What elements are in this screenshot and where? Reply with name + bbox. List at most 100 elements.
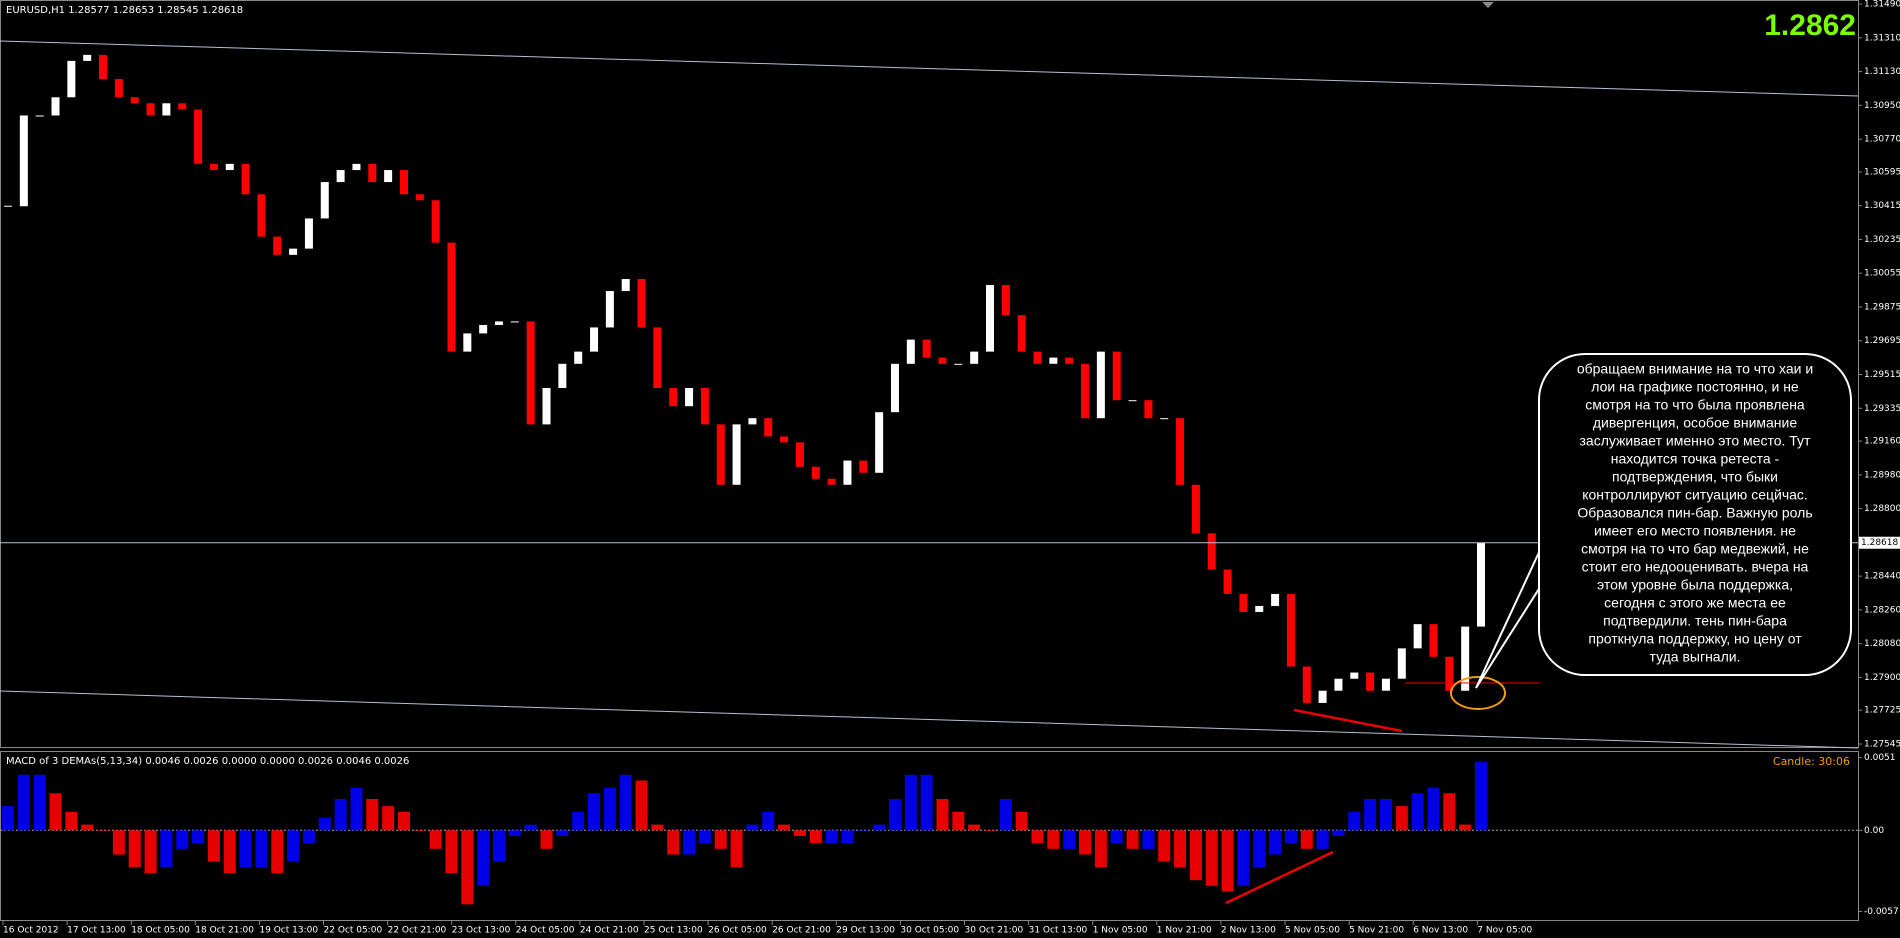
macd-bar — [366, 798, 379, 831]
macd-bar — [1205, 830, 1218, 886]
macd-bar — [128, 830, 141, 868]
macd-bar — [778, 824, 791, 831]
candle — [1255, 605, 1264, 612]
candle — [938, 357, 947, 364]
candle — [811, 466, 820, 479]
candle — [970, 351, 979, 364]
macd-bar — [746, 824, 759, 831]
candle — [1049, 357, 1058, 364]
candle — [67, 60, 76, 98]
macd-bar — [508, 830, 521, 836]
annotation-line: смотря на то что была проявлена — [1585, 397, 1805, 413]
candle — [146, 103, 155, 116]
candle — [1033, 351, 1042, 364]
candle — [1239, 593, 1248, 612]
candle — [1461, 626, 1470, 691]
candle — [415, 194, 424, 201]
y-tick-label: 1.29335 — [1864, 404, 1900, 414]
macd-bar — [635, 780, 648, 831]
x-tick-label: 30 Oct 21:00 — [965, 926, 1024, 936]
macd-bar — [1158, 830, 1171, 862]
macd-bar — [271, 830, 284, 874]
macd-bar — [1459, 824, 1472, 831]
candle — [954, 363, 963, 365]
y-tick-label: 1.28080 — [1864, 639, 1900, 649]
y-tick-label: 1.31490 — [1864, 0, 1900, 10]
macd-bar — [477, 830, 490, 886]
annotation-line: находится точка ретеста - — [1611, 451, 1780, 467]
macd-bar — [81, 824, 94, 831]
candle — [605, 291, 614, 328]
y-tick-label: 1.30235 — [1864, 235, 1900, 245]
macd-bar — [809, 830, 822, 844]
y-tick-label: 1.30415 — [1864, 201, 1900, 211]
y-tick-label: 1.30770 — [1864, 135, 1900, 145]
candle — [574, 351, 583, 364]
annotation-line: стоит его недооценивать. вчера на — [1582, 559, 1809, 575]
current-price-label: 1.28618 — [1861, 538, 1898, 548]
macd-bar — [572, 811, 585, 831]
candle — [1065, 357, 1074, 364]
candle — [257, 194, 266, 237]
candle — [130, 97, 139, 104]
macd-bar — [730, 830, 743, 868]
candle — [1128, 400, 1137, 402]
candle — [479, 324, 488, 334]
candle — [732, 424, 741, 485]
candle — [685, 388, 694, 407]
channel-bottom — [0, 690, 1859, 749]
macd-bar — [793, 830, 806, 836]
candle — [875, 412, 884, 473]
macd-bar — [461, 830, 474, 905]
x-tick-label: 16 Oct 2012 — [3, 926, 59, 936]
macd-bar — [588, 793, 601, 831]
macd-bar — [445, 830, 458, 874]
y-tick-label: 1.30055 — [1864, 269, 1900, 279]
x-tick-label: 24 Oct 05:00 — [516, 926, 575, 936]
candle — [1302, 666, 1311, 703]
macd-bar — [1047, 830, 1060, 849]
macd-bar — [936, 798, 949, 831]
symbol-info: EURUSD,H1 1.28577 1.28653 1.28545 1.2861… — [6, 5, 243, 16]
candle — [162, 103, 171, 116]
macd-bar — [698, 830, 711, 844]
y-tick-label: 1.28260 — [1864, 605, 1900, 615]
macd-bar — [334, 798, 347, 831]
y-tick-label: 1.29160 — [1864, 437, 1900, 447]
macd-bar — [825, 830, 838, 844]
candle — [194, 109, 203, 164]
x-tick-label: 18 Oct 05:00 — [131, 926, 190, 936]
annotation-line: имеет его место появления. не — [1594, 523, 1796, 539]
x-tick-label: 19 Oct 13:00 — [259, 926, 318, 936]
y-tick-label: 1.30595 — [1864, 167, 1900, 177]
candle — [495, 321, 503, 325]
candle — [1381, 678, 1390, 691]
macd-bar — [112, 830, 125, 855]
macd-bar — [667, 830, 680, 855]
candle — [304, 218, 313, 249]
y-tick-label: 0.0051 — [1864, 753, 1896, 763]
macd-bar — [603, 787, 616, 831]
macd-bar — [1015, 811, 1028, 831]
macd-bar — [33, 774, 46, 831]
macd-bar — [318, 817, 331, 831]
macd-bar — [302, 830, 315, 844]
candle-timer: Candle: 30:06 — [1773, 755, 1850, 768]
divergence-line — [1293, 708, 1403, 733]
candle — [1350, 672, 1359, 679]
candle — [1223, 569, 1232, 594]
y-tick-label: 1.28440 — [1864, 572, 1900, 582]
candle — [1001, 285, 1010, 316]
macd-bar — [1269, 830, 1282, 855]
bubble-join — [1545, 551, 1553, 561]
candle — [1366, 672, 1375, 691]
annotation-line: этом уровне была поддержка, — [1597, 577, 1793, 593]
macd-bar — [176, 830, 189, 849]
x-tick-label: 6 Nov 13:00 — [1413, 926, 1468, 936]
macd-panel-frame — [0, 751, 1859, 921]
macd-bar — [192, 830, 205, 844]
candle — [590, 327, 599, 352]
macd-bar — [1475, 761, 1487, 831]
y-tick-label: -0.0057 — [1864, 907, 1899, 917]
